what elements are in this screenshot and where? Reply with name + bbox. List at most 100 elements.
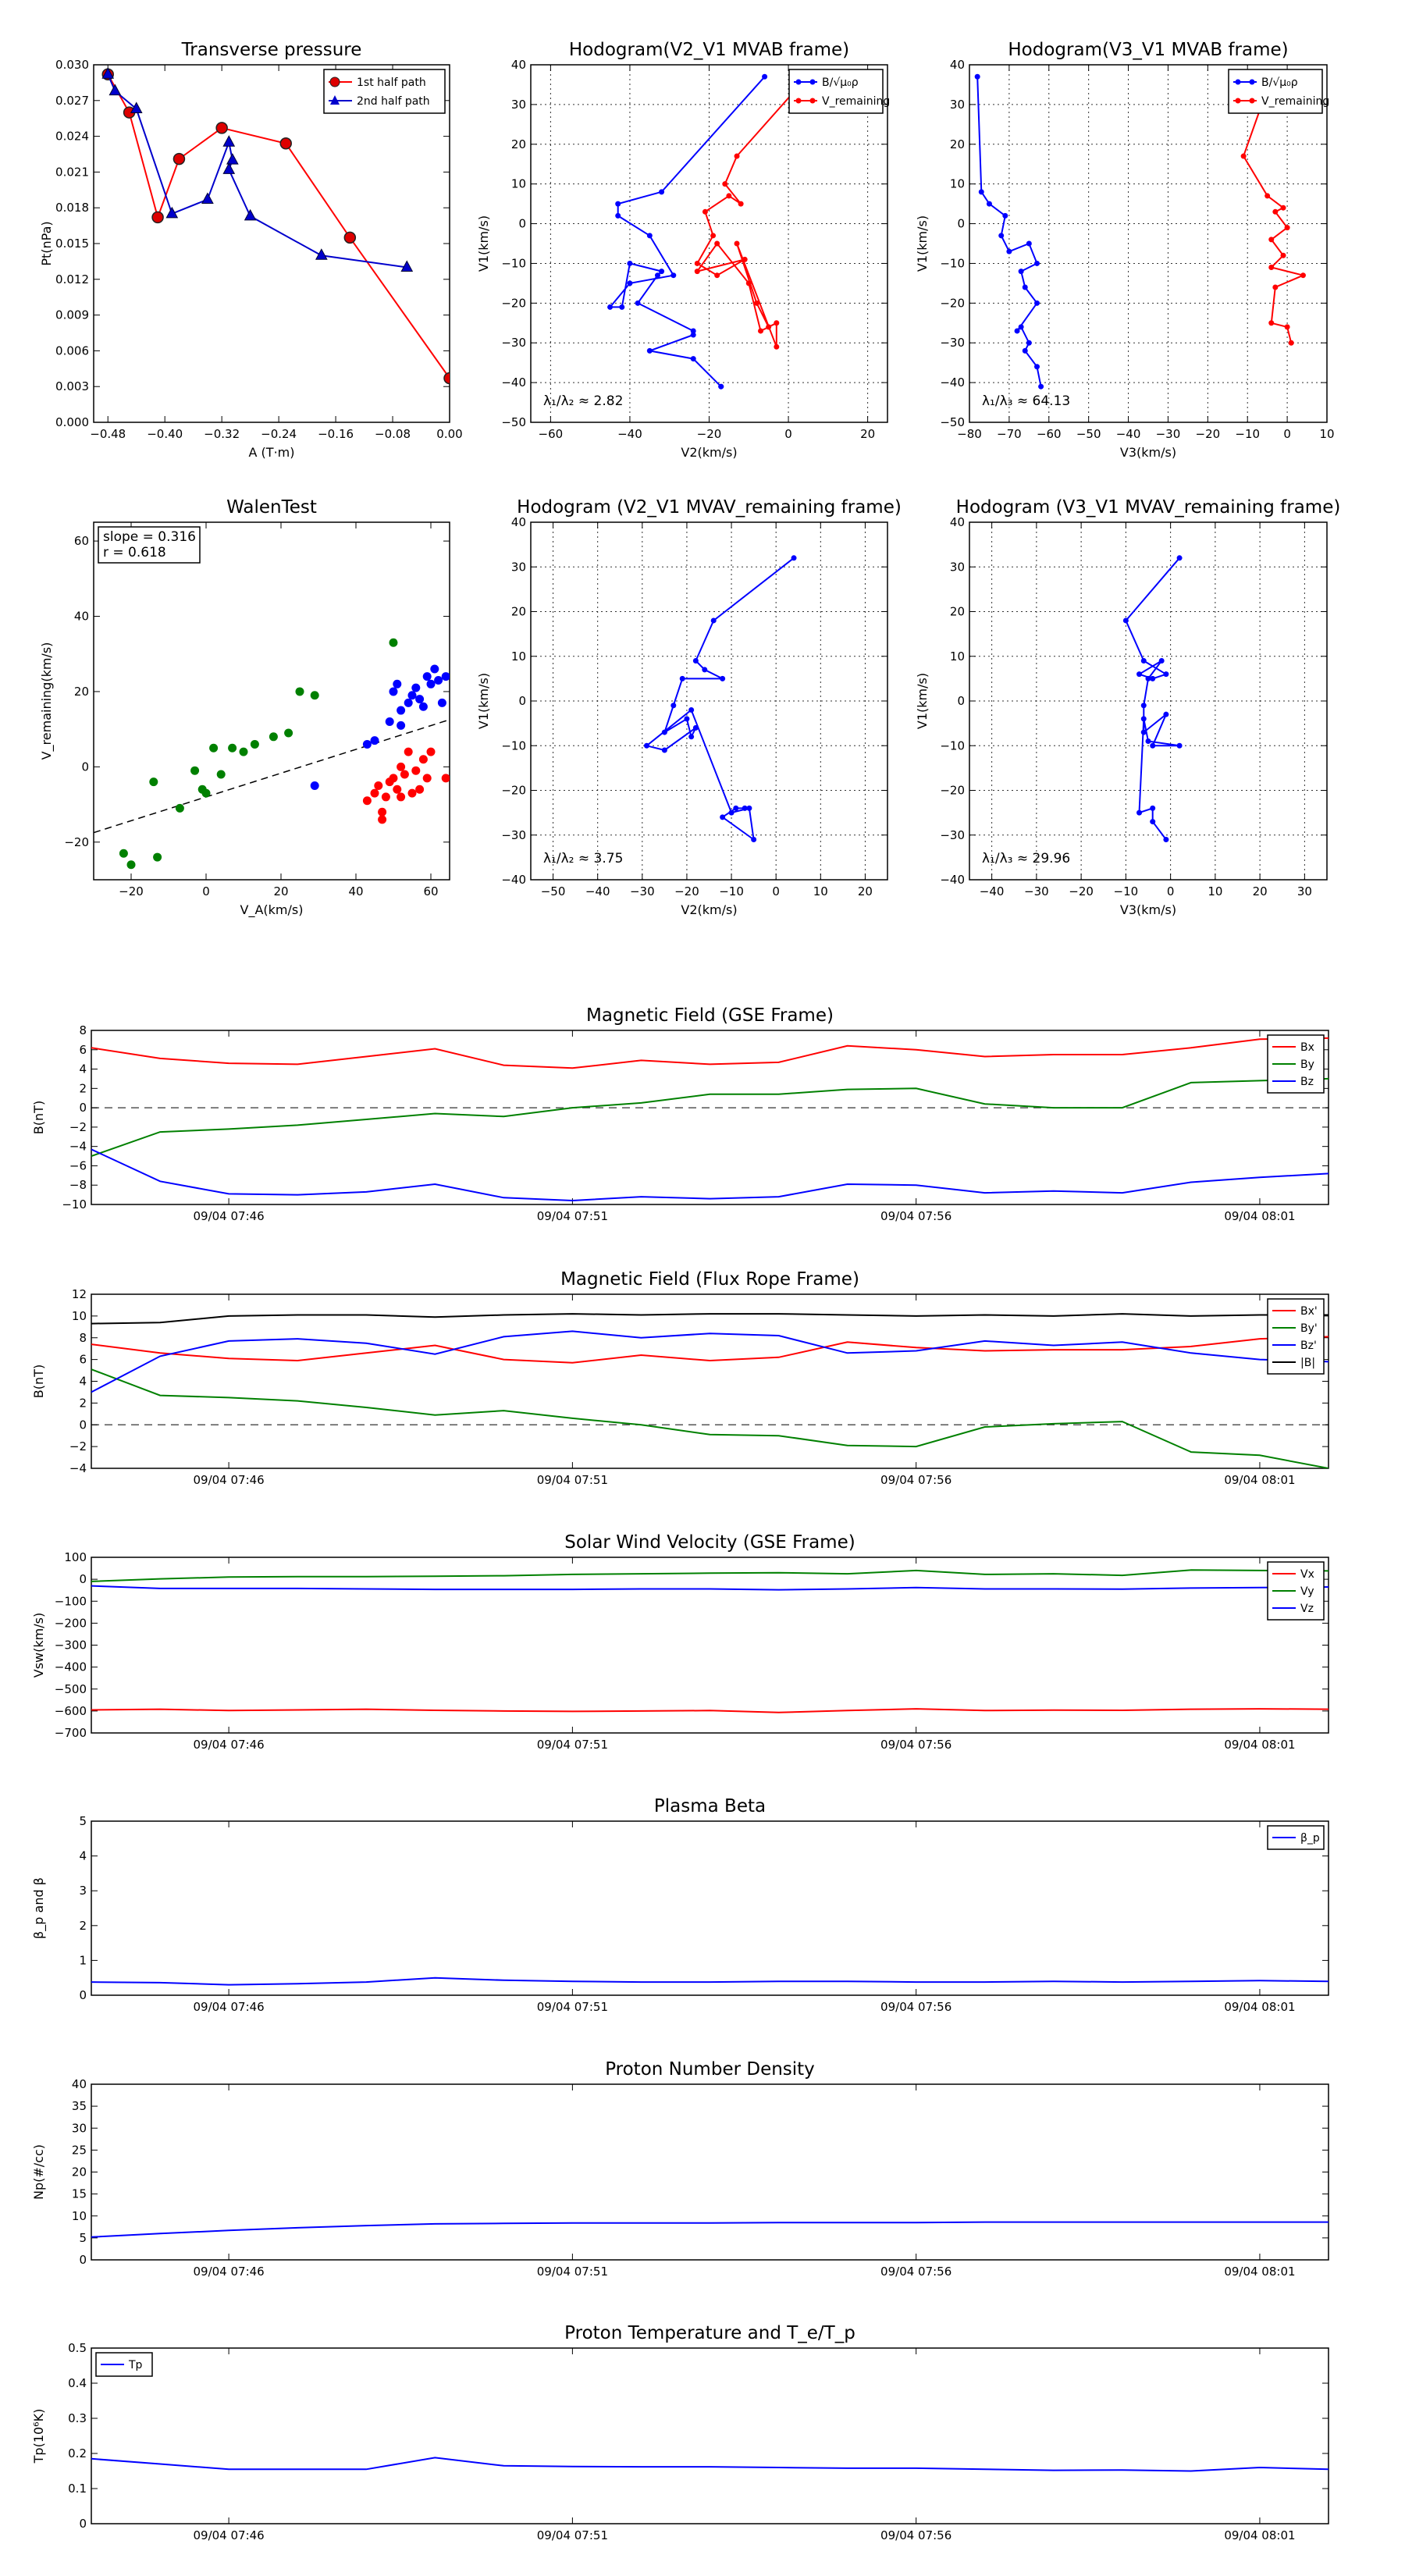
scatter-point [153, 852, 162, 862]
series-line [91, 2457, 1329, 2472]
chart-title: Hodogram(V3_V1 MVAB frame) [1008, 40, 1288, 60]
y-tick-label: 60 [74, 534, 89, 548]
data-marker [1018, 269, 1024, 275]
legend-label: V_remaining [1261, 95, 1329, 108]
x-tick-label: 09/04 07:46 [193, 1209, 264, 1223]
series-line [91, 1585, 1329, 1591]
annotation-text: λ₁/λ₃ ≈ 29.96 [982, 851, 1070, 866]
y-tick-label: 0 [518, 217, 526, 231]
data-marker [1268, 265, 1275, 271]
data-marker [746, 805, 752, 811]
plot-area [644, 555, 797, 842]
x-tick-label: −70 [997, 427, 1022, 441]
y-tick-label: 0.015 [55, 237, 89, 251]
scatter-point [441, 774, 450, 783]
data-marker [722, 181, 728, 187]
chart-vsw: 09/04 07:46 09/04 07:51 09/04 07:56 09/04 0… [31, 1532, 1329, 1752]
x-tick-label: −30 [1156, 427, 1181, 441]
x-tick-label: 09/04 07:56 [880, 1738, 951, 1752]
x-tick-label: 09/04 07:56 [880, 2000, 951, 2014]
data-marker [1176, 742, 1183, 749]
data-marker [1026, 340, 1032, 346]
data-marker [151, 211, 164, 224]
scatter-point [378, 807, 387, 817]
y-tick-label: 2 [79, 1396, 87, 1410]
chart-title: Hodogram (V2_V1 MVAV_remaining frame) [517, 497, 902, 518]
legend-box [788, 69, 884, 114]
data-marker [734, 240, 740, 247]
scatter-point [250, 739, 259, 749]
series-line [91, 1313, 1329, 1325]
scatter-point [216, 770, 226, 779]
axes-frame [91, 2347, 1329, 2524]
y-tick-label: 0.027 [55, 94, 89, 108]
legend-label: Bx [1300, 1041, 1314, 1054]
scatter-point [404, 747, 413, 756]
y-tick-label: 20 [511, 137, 526, 151]
scatter-point [437, 698, 446, 707]
data-marker [690, 332, 696, 338]
x-axis-label: V2(km/s) [681, 445, 737, 460]
x-tick-label: −0.24 [261, 427, 297, 441]
y-axis-label: Np(#/cc) [31, 2144, 46, 2200]
data-marker [165, 206, 179, 219]
y-tick-label: −4 [69, 1140, 87, 1154]
data-marker [130, 101, 143, 113]
x-tick-label: 09/04 08:01 [1224, 2528, 1295, 2542]
x-tick-label: 30 [1297, 884, 1312, 898]
data-marker [1034, 260, 1040, 266]
chart-h21r: −50 −40 −30 −20 −10 0 10 20 −40 −30 −20 −10 0 10 20 30 4… [476, 497, 902, 917]
x-tick-label: 09/04 07:46 [193, 1473, 264, 1487]
legend-marker [795, 98, 802, 104]
x-tick-label: 09/04 08:01 [1224, 2000, 1295, 2014]
scatter-point [397, 720, 406, 730]
x-tick-label: −30 [630, 884, 655, 898]
data-marker [654, 272, 660, 279]
x-tick-label: −50 [541, 884, 566, 898]
x-tick-label: 09/04 08:01 [1224, 1738, 1295, 1752]
scatter-point [411, 766, 421, 775]
chart-title: Hodogram (V3_V1 MVAV_remaining frame) [956, 497, 1341, 518]
y-tick-label: −40 [501, 873, 526, 887]
y-tick-label: 40 [511, 58, 526, 72]
annotation-text: slope = 0.316 [103, 529, 196, 545]
x-tick-label: 09/04 07:56 [880, 1473, 951, 1487]
y-tick-label: −40 [940, 375, 965, 390]
x-tick-label: 0.00 [436, 427, 462, 441]
data-marker [1272, 208, 1279, 215]
y-tick-label: −30 [940, 336, 965, 350]
scatter-point [389, 638, 398, 647]
legend-label: |B| [1300, 1357, 1315, 1369]
y-tick-label: 0.3 [68, 2411, 87, 2425]
plot-area [607, 73, 803, 390]
series-line [91, 1708, 1329, 1713]
data-marker [974, 73, 980, 80]
y-tick-label: −10 [62, 1197, 87, 1212]
data-marker [244, 208, 257, 221]
x-tick-label: 09/04 07:51 [537, 2265, 608, 2279]
legend-box [1228, 69, 1323, 114]
plot-area [974, 73, 1306, 390]
y-tick-label: −40 [501, 375, 526, 390]
x-tick-label: 09/04 08:01 [1224, 1473, 1295, 1487]
x-tick-label: −20 [1196, 427, 1221, 441]
data-marker [714, 240, 720, 247]
y-tick-label: 8 [79, 1331, 87, 1345]
data-marker [443, 372, 450, 385]
x-tick-label: −80 [957, 427, 982, 441]
chart-title: Hodogram(V2_V1 MVAB frame) [569, 40, 849, 60]
axes-frame [91, 1030, 1329, 1205]
x-tick-label: −0.40 [147, 427, 183, 441]
y-axis-label: B(nT) [31, 1364, 46, 1398]
data-marker [1002, 212, 1008, 219]
scatter-point [374, 781, 383, 790]
x-tick-label: 10 [1208, 884, 1222, 898]
legend-marker [1249, 79, 1255, 85]
x-tick-label: −20 [119, 884, 144, 898]
y-tick-label: 30 [511, 560, 526, 574]
data-marker [400, 260, 414, 272]
data-marker [1268, 237, 1275, 243]
x-tick-label: 10 [813, 884, 828, 898]
x-axis-label: A (T·m) [249, 445, 295, 460]
